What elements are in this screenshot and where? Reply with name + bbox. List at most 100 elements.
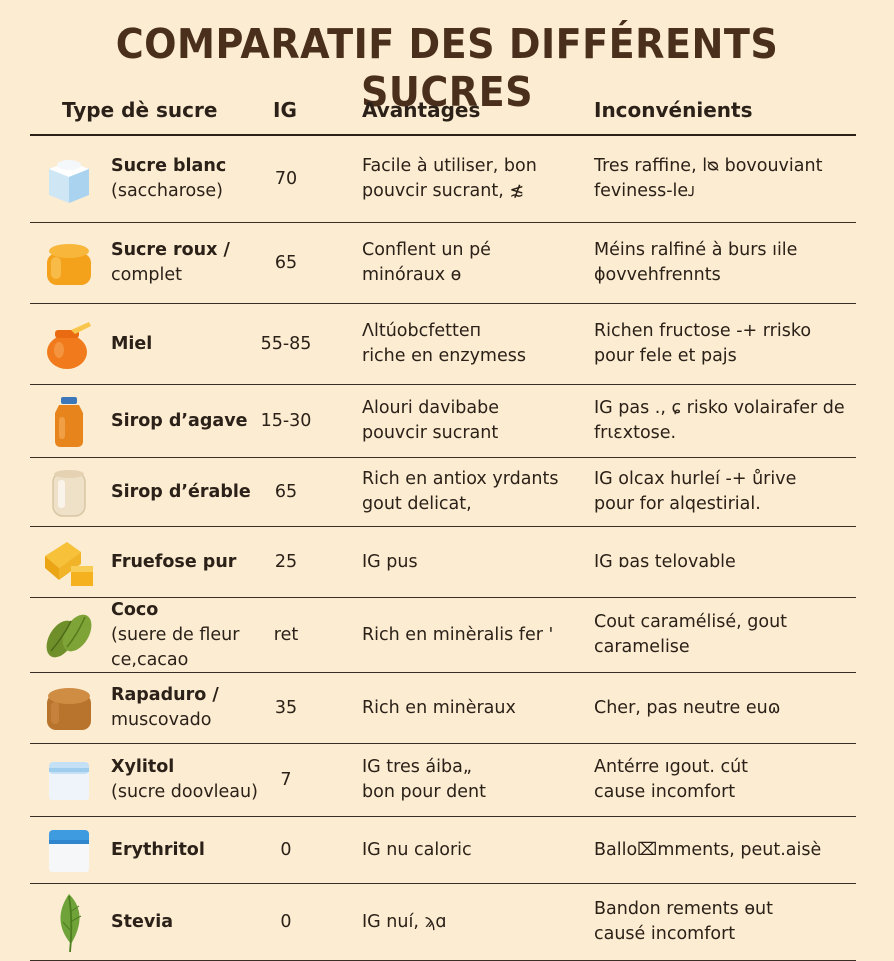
advantages-cell: Rich en antiox yrdants gout delicat, xyxy=(362,458,587,526)
advantages-line-2: pouvcir sucrant, ≴ xyxy=(362,181,524,201)
table-row: Sirop d’agave 15-30 Alouri davibabe pouvcir… xyxy=(30,385,856,458)
table-row: Sirop d’érable 65 Rich en antiox yrdants go… xyxy=(30,458,856,527)
maple-syrup-jar-icon xyxy=(36,458,102,526)
drawbacks-line-2: caramelise xyxy=(594,637,690,657)
advantages-line-2: gout delicat, xyxy=(362,494,472,514)
drawbacks-cell: Richen fructose -+ rrisko pour fele et pa… xyxy=(594,304,854,384)
advantages-cell: IG tres áiba„ bon pour dent xyxy=(362,744,587,816)
table-row: Coco (suere de fleur ce,cacao ret Rich en m… xyxy=(30,598,856,673)
sugar-name-cell: Stevia xyxy=(111,884,271,960)
advantages-line-1: Λltúobcfetteп xyxy=(362,321,482,341)
advantages-line-1: IG pus xyxy=(362,551,418,572)
advantages-line-1: Rich en antiox yrdants xyxy=(362,469,559,489)
agave-bottle-icon xyxy=(36,385,102,457)
sugar-name: Xylitol xyxy=(111,757,175,777)
drawbacks-line-1: Richen fructose -+ rrisko xyxy=(594,321,812,341)
brown-sugar-jar-icon xyxy=(36,223,102,303)
table-body: Sucre blanc (saccharose) 70 Facile à utilis… xyxy=(30,136,856,961)
advantages-cell: IG nuí, ϡɑ xyxy=(362,884,587,960)
advantages-cell: Rich en minèraux xyxy=(362,673,587,743)
xylitol-container-icon xyxy=(36,744,102,816)
sugar-name: Fruefose pur xyxy=(111,551,237,572)
drawbacks-line-1: Ballo⌧mments, peut.aisè xyxy=(594,839,822,860)
drawbacks-line-1: Antérre ıgout. cút xyxy=(594,757,749,777)
drawbacks-line-1: Tres raffine, lᴓ bovouviant xyxy=(594,156,823,176)
ig-value: 15-30 xyxy=(260,411,312,431)
table-row: Sucre blanc (saccharose) 70 Facile à utilis… xyxy=(30,136,856,223)
advantages-line-1: IG nuí, ϡɑ xyxy=(362,911,447,932)
table-row: Sucre roux / complet 65 Conflent un pé minór… xyxy=(30,223,856,304)
drawbacks-line-2: causé incomfort xyxy=(594,924,736,944)
sugar-cube-icon xyxy=(36,136,102,222)
drawbacks-cell: Méins ralfiné à burs ıile ɸovvehfrennts xyxy=(594,223,854,303)
drawbacks-line-2: frιɛxtose. xyxy=(594,423,677,443)
advantages-cell: Alouri davibabe pouvcir sucrant xyxy=(362,385,587,457)
sugar-name-cell: Sucre blanc (saccharose) xyxy=(111,136,271,222)
drawbacks-cell: Bandon rements ɵut causé incomfort xyxy=(594,884,854,960)
drawbacks-cell: IG ɒas telovable xyxy=(594,527,854,597)
sugar-name-cell: Xylitol (sucre doovleau) xyxy=(111,744,271,816)
drawbacks-cell: Cher, pas neutre euɷ xyxy=(594,673,854,743)
drawbacks-cell: Antérre ıgout. cút cause incomfort xyxy=(594,744,854,816)
advantages-line-1: Rich en minèraux xyxy=(362,697,516,718)
advantages-cell: IG nu caloric xyxy=(362,817,587,883)
drawbacks-cell: IG pas ., ɕ risko volairafer de frιɛxtose… xyxy=(594,385,854,457)
drawbacks-line-2: ɸovvehfrennts xyxy=(594,265,721,285)
sugar-subname: muscovado xyxy=(111,710,212,730)
sugar-name-cell: Coco (suere de fleur ce,cacao xyxy=(111,598,271,672)
drawbacks-line-1: Cout caramélisé, gout xyxy=(594,612,788,632)
table-row: Rapaduro / muscovado 35 Rich en minèraux Che… xyxy=(30,673,856,744)
header-drawbacks: Inconvénients xyxy=(594,98,753,122)
drawbacks-line-1: IG ɒas telovable xyxy=(594,551,736,572)
sugar-subname: complet xyxy=(111,265,182,285)
drawbacks-line-1: IG pas ., ɕ risko volairafer de xyxy=(594,398,845,418)
sugar-name: Sirop d’érable xyxy=(111,481,251,502)
table-row: Xylitol (sucre doovleau) 7 IG tres áiba„ bon… xyxy=(30,744,856,817)
drawbacks-line-1: Méins ralfiné à burs ıile xyxy=(594,240,798,260)
sugar-name-cell: Miel xyxy=(111,304,271,384)
drawbacks-line-2: cause incomfort xyxy=(594,782,736,802)
advantages-cell: Λltúobcfetteп riche en enzymess xyxy=(362,304,587,384)
header-type: Type dè sucre xyxy=(62,98,218,122)
drawbacks-line-2: pour for alqestirial. xyxy=(594,494,761,514)
advantages-line-2: bon pour dent xyxy=(362,782,486,802)
drawbacks-line-1: IG olcax hurlеı́ -+ ůrive xyxy=(594,469,797,489)
rapadura-block-icon xyxy=(36,673,102,743)
ig-value: 70 xyxy=(274,169,298,189)
honey-pot-icon xyxy=(36,304,102,384)
drawbacks-line-2: feviness-leᴊ xyxy=(594,181,696,201)
sugar-name: Sucre roux / xyxy=(111,240,230,260)
table-row: Stevia 0 IG nuí, ϡɑ Bandon rements ɵut causé… xyxy=(30,884,856,961)
advantages-line-2: pouvcir sucrant xyxy=(362,423,499,443)
drawbacks-line-2: pour fele et pajs xyxy=(594,346,737,366)
ig-value: 25 xyxy=(274,552,298,572)
ig-value: ret xyxy=(273,625,299,645)
sugar-name: Miel xyxy=(111,333,153,354)
table-row: Miel 55-85 Λltúobcfetteп riche en enzymess R… xyxy=(30,304,856,385)
advantages-line-1: Alouri davibabe xyxy=(362,398,500,418)
drawbacks-line-1: Cher, pas neutre euɷ xyxy=(594,697,781,718)
advantages-line-2: riche en enzymess xyxy=(362,346,526,366)
erythritol-container-icon xyxy=(36,817,102,883)
advantages-line-1: Rich en minèralis fer ' xyxy=(362,624,554,645)
advantages-cell: Facile à utiliser, bon pouvcir sucrant, ≴ xyxy=(362,136,587,222)
advantages-line-1: IG tres áiba„ xyxy=(362,757,472,777)
page-title: COMPARATIF DES DIFFÉRENTS SUCRES xyxy=(115,20,779,116)
sugar-name: Stevia xyxy=(111,911,174,932)
drawbacks-cell: Cout caramélisé, gout caramelise xyxy=(594,598,854,672)
sugar-subname: (saccharose) xyxy=(111,181,223,201)
ig-value: 0 xyxy=(280,912,292,932)
ig-value: 65 xyxy=(274,482,298,502)
advantages-line-1: Facile à utiliser, bon xyxy=(362,156,537,176)
table-row: Erythritol 0 IG nu caloric Ballo⌧mments, pe… xyxy=(30,817,856,884)
table-row: Fruefose pur 25 IG pus IG ɒas telovable xyxy=(30,527,856,598)
drawbacks-line-1: Bandon rements ɵut xyxy=(594,899,773,919)
advantages-cell: Rich en minèralis fer ' xyxy=(362,598,587,672)
advantages-line-2: minóraux ɵ xyxy=(362,265,462,285)
sugar-name-cell: Fruefose pur xyxy=(111,527,271,597)
fructose-cubes-icon xyxy=(36,527,102,597)
sugar-name-cell: Rapaduro / muscovado xyxy=(111,673,271,743)
sugar-subname: (sucre doovleau) xyxy=(111,782,258,802)
sugar-name-cell: Sirop d’agave xyxy=(111,385,271,457)
